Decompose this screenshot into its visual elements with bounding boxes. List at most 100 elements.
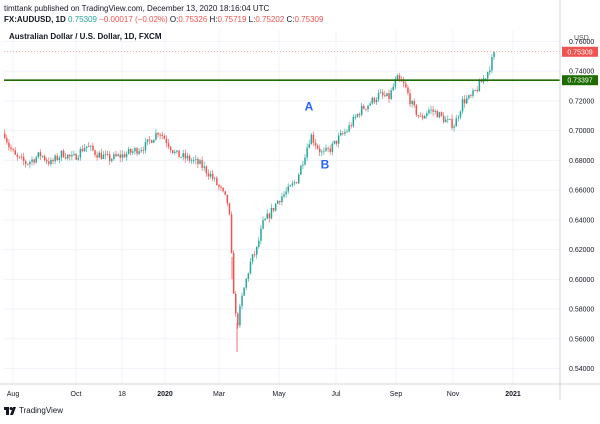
candle-body [104, 154, 107, 155]
candle-body [253, 254, 256, 256]
candle-body [226, 194, 229, 204]
candle-body [106, 154, 109, 155]
candle-body [390, 90, 392, 99]
candle-body [172, 150, 174, 153]
low-label: L: [248, 15, 256, 24]
candle-body [405, 83, 407, 88]
candle-body [369, 103, 371, 106]
candle-body [398, 75, 401, 80]
candle-body [333, 140, 336, 144]
candle-body [216, 177, 218, 185]
candle-body [218, 184, 220, 187]
candle-body [325, 147, 327, 151]
candle-body [136, 148, 138, 154]
candle-body [277, 200, 279, 204]
candle-body [8, 142, 10, 148]
candle-body [409, 93, 411, 105]
candle-body [373, 97, 376, 103]
candle-body [165, 138, 168, 144]
candle-body [379, 92, 382, 94]
candle-body [289, 185, 292, 187]
candle-body [321, 151, 323, 153]
candle-body [283, 194, 285, 197]
candle-body [239, 306, 241, 326]
candle-body [447, 119, 449, 121]
candle-body [41, 155, 44, 157]
y-tick-label: 0.62000 [569, 247, 594, 254]
chart-header: timttank published on TradingView.com, D… [4, 3, 323, 25]
candle-body [155, 132, 157, 140]
x-tick-label: 2020 [157, 391, 173, 398]
candle-body [14, 150, 16, 155]
candle-body [266, 213, 268, 219]
candle-body [62, 150, 65, 158]
candle-body [127, 149, 130, 154]
candle-body [50, 159, 52, 165]
candle-body [354, 116, 357, 118]
high-value: 0.75719 [217, 15, 247, 24]
candle-body [258, 240, 260, 247]
candle-body [134, 148, 136, 152]
candle-body [203, 166, 205, 168]
candle-body [142, 149, 145, 151]
candle-body [43, 155, 46, 160]
candle-body [392, 86, 394, 91]
candle-body [367, 105, 369, 110]
candle-body [430, 109, 432, 111]
last-price: 0.75309 [68, 15, 97, 24]
candle-body [461, 99, 464, 112]
x-tick-label: Sep [390, 391, 403, 398]
candle-body [344, 132, 346, 134]
candle-body [71, 155, 73, 157]
candle-body [98, 152, 100, 158]
tradingview-brand[interactable]: TradingView [19, 406, 64, 415]
candle-body [468, 95, 470, 99]
candle-body [180, 157, 182, 158]
candle-body [193, 159, 195, 161]
candle-body [331, 143, 334, 152]
candle-body [144, 141, 147, 151]
candle-body [184, 153, 187, 159]
x-tick-label: Jul [332, 391, 341, 398]
publisher-line: timttank published on TradingView.com, D… [4, 4, 270, 13]
support-price-tag [562, 75, 598, 86]
candle-body [83, 147, 86, 152]
candle-body [100, 152, 103, 160]
candle-body [69, 154, 71, 157]
candle-body [348, 125, 350, 132]
candle-body [188, 155, 191, 161]
candle-body [140, 149, 142, 152]
candle-body [419, 115, 422, 117]
candle-body [327, 147, 329, 149]
ohlc-line: FX:AUDUSD, 1D 0.75309 −0.00017 (−0.02%) … [4, 14, 323, 25]
candle-body [111, 159, 113, 161]
candle-body [285, 191, 287, 195]
candle-body [457, 117, 460, 119]
candle-body [12, 149, 14, 151]
chart-title: Australian Dollar / U.S. Dollar, 1D, FXC… [9, 32, 162, 41]
last-price-tag [562, 46, 598, 57]
x-tick-label: 18 [118, 391, 126, 398]
candle-body [316, 145, 319, 149]
support-price-label: 0.73397 [567, 78, 592, 85]
candle-body [268, 213, 271, 219]
candle-body [480, 80, 483, 83]
candle-body [323, 150, 325, 152]
y-tick-label: 0.64000 [569, 217, 594, 224]
candle-body [377, 92, 380, 100]
candle-body [20, 156, 23, 158]
candle-body [56, 155, 58, 160]
candle-body [211, 173, 214, 179]
candle-body [121, 154, 124, 158]
candle-body [371, 97, 373, 104]
candle-body [342, 133, 344, 134]
candle-body [22, 156, 25, 162]
candle-body [424, 115, 426, 119]
y-tick-label: 0.60000 [569, 277, 594, 284]
candle-body [190, 160, 193, 162]
candle-body [346, 131, 348, 133]
candle-body [176, 150, 178, 152]
candle-body [310, 134, 313, 145]
plot-area [4, 30, 560, 384]
